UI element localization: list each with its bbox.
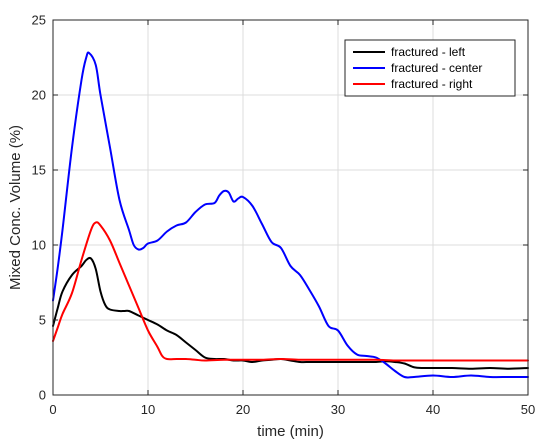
y-axis-label: Mixed Conc. Volume (%) bbox=[7, 125, 24, 290]
x-tick-label: 50 bbox=[521, 402, 535, 417]
series-line-fractured-center bbox=[52, 51, 529, 379]
axis-ticks: 0 10 20 30 40 50 0 5 10 15 20 25 bbox=[32, 13, 536, 418]
x-tick-label: 20 bbox=[236, 402, 250, 417]
x-tick-label: 30 bbox=[331, 402, 345, 417]
legend: fractured - left fractured - center fractu… bbox=[344, 39, 516, 97]
x-tick-label: 0 bbox=[49, 402, 56, 417]
legend-label-fractured-center: fractured - center bbox=[391, 61, 482, 75]
y-tick-label: 20 bbox=[32, 88, 46, 103]
x-axis-label: time (min) bbox=[257, 423, 324, 440]
y-tick-label: 25 bbox=[32, 13, 46, 28]
y-tick-label: 10 bbox=[32, 238, 46, 253]
axes-frame bbox=[52, 19, 529, 396]
plot-series bbox=[52, 51, 529, 379]
legend-label-fractured-left: fractured - left bbox=[391, 45, 466, 59]
series-line-fractured-right bbox=[52, 221, 529, 362]
y-tick-label: 15 bbox=[32, 163, 46, 178]
x-tick-label: 40 bbox=[426, 402, 440, 417]
legend-label-fractured-right: fractured - right bbox=[391, 77, 473, 91]
x-tick-label: 10 bbox=[141, 402, 155, 417]
y-tick-label: 5 bbox=[39, 313, 46, 328]
y-tick-label: 0 bbox=[39, 388, 46, 403]
